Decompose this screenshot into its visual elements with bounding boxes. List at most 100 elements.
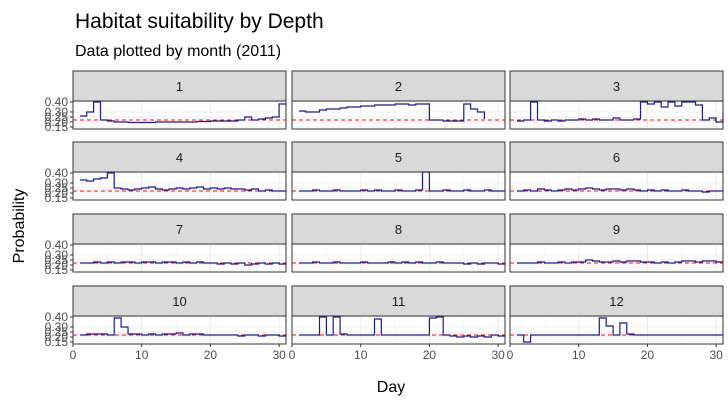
series-line bbox=[298, 171, 505, 192]
y-tick-label: 0.20 bbox=[45, 186, 69, 200]
facet-panel-10: 10 0.150.200.250.300.40 0 10 20 30 bbox=[45, 285, 287, 362]
facet-strip bbox=[509, 213, 724, 245]
facet-strip bbox=[72, 285, 287, 317]
facet-strip-label: 1 bbox=[176, 79, 183, 94]
x-tick-label: 30 bbox=[272, 348, 286, 362]
facet-panel-border bbox=[72, 243, 287, 273]
x-tick-label: 20 bbox=[204, 348, 218, 362]
facet-strip-label: 4 bbox=[176, 150, 183, 165]
facet-strip bbox=[291, 285, 506, 317]
facet-strip-label: 12 bbox=[609, 294, 623, 309]
series-line bbox=[516, 259, 723, 264]
facet-strip-label: 3 bbox=[613, 79, 620, 94]
series-line bbox=[79, 101, 287, 124]
facet-strip bbox=[72, 70, 287, 102]
facet-panel-border bbox=[509, 171, 724, 201]
y-tick-label: 0.15 bbox=[45, 191, 69, 205]
series-line bbox=[516, 317, 723, 343]
y-tick-label: 0.30 bbox=[45, 248, 69, 262]
facet-strip bbox=[509, 70, 724, 102]
facet-panel-border bbox=[509, 315, 724, 345]
facet-panel-12: 12 0 10 20 30 bbox=[507, 285, 724, 362]
facet-plot-area bbox=[73, 101, 286, 129]
facet-panel-11: 11 0 10 20 30 bbox=[289, 285, 506, 362]
x-tick-label: 30 bbox=[491, 348, 505, 362]
y-tick-label: 0.30 bbox=[45, 105, 69, 119]
facet-plot-area bbox=[292, 101, 505, 129]
y-tick-label: 0.40 bbox=[45, 310, 69, 324]
y-tick-label: 0.25 bbox=[45, 253, 69, 267]
facet-panel-9: 9 bbox=[509, 213, 724, 273]
facet-strip bbox=[291, 141, 506, 173]
series-line bbox=[298, 103, 485, 122]
facet-panel-4: 4 0.150.200.250.300.40 bbox=[45, 141, 287, 205]
facet-strip bbox=[291, 213, 506, 245]
facet-strip-label: 6 bbox=[613, 150, 620, 165]
y-axis-title: Probability bbox=[11, 189, 28, 264]
x-tick-label: 10 bbox=[354, 348, 368, 362]
y-tick-label: 0.30 bbox=[45, 176, 69, 190]
x-tick-label: 10 bbox=[135, 348, 149, 362]
facet-strip-label: 9 bbox=[613, 222, 620, 237]
facet-panel-border bbox=[291, 171, 506, 201]
facet-plot-area bbox=[73, 316, 286, 344]
facet-strip bbox=[509, 141, 724, 173]
y-tick-label: 0.30 bbox=[45, 320, 69, 334]
x-axis-title: Day bbox=[377, 379, 405, 396]
facet-panel-border bbox=[72, 171, 287, 201]
facet-strip bbox=[291, 70, 506, 102]
facet-plot-area bbox=[292, 172, 505, 200]
facet-strip-label: 5 bbox=[395, 150, 402, 165]
facet-plot-area bbox=[510, 101, 723, 129]
x-tick-label: 0 bbox=[507, 348, 514, 362]
series-line bbox=[79, 172, 287, 192]
facet-strip-label: 2 bbox=[395, 79, 402, 94]
y-tick-label: 0.15 bbox=[45, 120, 69, 134]
y-tick-label: 0.20 bbox=[45, 258, 69, 272]
facet-panel-border bbox=[509, 100, 724, 130]
facet-panel-border bbox=[72, 315, 287, 345]
y-tick-label: 0.40 bbox=[45, 238, 69, 252]
facet-panel-5: 5 bbox=[291, 141, 506, 201]
facet-panel-3: 3 bbox=[509, 70, 724, 130]
facet-strip-label: 11 bbox=[392, 294, 406, 309]
y-tick-label: 0.25 bbox=[45, 325, 69, 339]
facet-plot-area bbox=[510, 244, 723, 272]
facet-panel-8: 8 bbox=[291, 213, 506, 273]
facet-panel-6: 6 bbox=[509, 141, 724, 201]
x-tick-label: 10 bbox=[572, 348, 586, 362]
series-line bbox=[516, 187, 724, 193]
x-tick-label: 0 bbox=[70, 348, 77, 362]
series-line bbox=[79, 261, 287, 266]
facet-panel-border bbox=[291, 315, 506, 345]
facet-plot-area bbox=[292, 316, 505, 344]
facet-panel-border bbox=[509, 243, 724, 273]
series-line bbox=[298, 261, 506, 265]
facet-panel-7: 7 0.150.200.250.300.40 bbox=[45, 213, 287, 277]
facet-plot-area bbox=[73, 172, 286, 200]
y-tick-label: 0.25 bbox=[45, 181, 69, 195]
y-tick-label: 0.15 bbox=[45, 263, 69, 277]
facet-plot-area bbox=[510, 172, 723, 200]
facet-panel-2: 2 bbox=[291, 70, 506, 130]
facet-strip bbox=[72, 141, 287, 173]
series-line bbox=[298, 316, 506, 338]
y-tick-label: 0.25 bbox=[45, 110, 69, 124]
facet-panel-border bbox=[291, 100, 506, 130]
facet-panel-border bbox=[72, 100, 287, 130]
x-tick-label: 20 bbox=[423, 348, 437, 362]
chart-subtitle: Data plotted by month (2011) bbox=[75, 43, 281, 60]
y-tick-label: 0.40 bbox=[45, 95, 69, 109]
facet-panel-1: 1 0.150.200.250.300.40 bbox=[45, 70, 287, 134]
facet-plot-area bbox=[510, 316, 723, 344]
series-line bbox=[79, 317, 287, 337]
facet-plot-area bbox=[73, 244, 286, 272]
facet-strip-label: 7 bbox=[176, 222, 183, 237]
y-tick-label: 0.20 bbox=[45, 115, 69, 129]
facet-strip-label: 10 bbox=[172, 294, 186, 309]
facet-panel-border bbox=[291, 243, 506, 273]
facet-strip bbox=[72, 213, 287, 245]
y-tick-label: 0.15 bbox=[45, 335, 69, 349]
